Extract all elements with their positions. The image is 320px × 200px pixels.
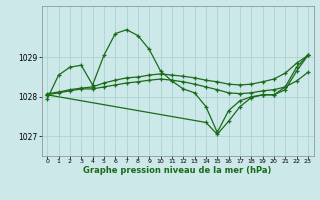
X-axis label: Graphe pression niveau de la mer (hPa): Graphe pression niveau de la mer (hPa) [84,166,272,175]
